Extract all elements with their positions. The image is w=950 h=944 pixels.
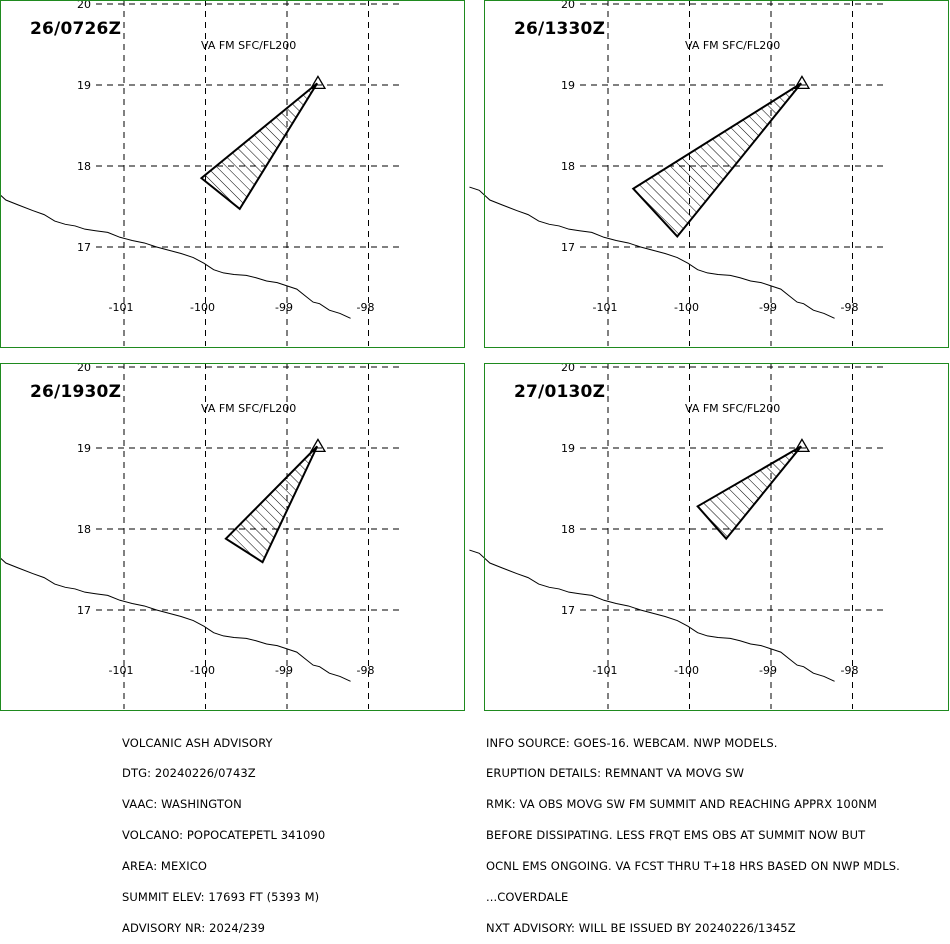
longitude-tick-label: -98: [841, 664, 859, 677]
advisory-line: NXT ADVISORY: WILL BE ISSUED BY 20240226…: [486, 920, 796, 935]
longitude-tick-label: -101: [109, 664, 134, 677]
ash-cloud-polygon: [199, 82, 319, 211]
advisory-line: ADVISORY NR: 2024/239: [122, 920, 266, 935]
map-canvas: -101 -100 -99 -98 20 19 18 17: [0, 361, 404, 709]
coastline: [469, 549, 835, 682]
ash-cloud-polygon: [224, 445, 319, 564]
valid-time-label: 27/0130Z: [514, 382, 606, 402]
longitude-tick-label: -98: [357, 301, 375, 314]
ash-cloud-polygon: [631, 82, 802, 238]
advisory-remarks-block: INFO SOURCE: GOES-16. WEBCAM. NWP MODELS…: [486, 717, 900, 944]
advisory-line: INFO SOURCE: GOES-16. WEBCAM. NWP MODELS…: [486, 735, 778, 750]
advisory-line: OCNL EMS ONGOING. VA FCST THRU T+18 HRS …: [486, 859, 900, 874]
advisory-line: SUMMIT ELEV: 17693 FT (5393 M): [122, 890, 320, 905]
latitude-tick-label: 18: [77, 523, 91, 536]
advisory-line: VOLCANO: POPOCATEPETL 341090: [122, 828, 326, 843]
coastline: [0, 193, 351, 319]
longitude-tick-label: -98: [357, 664, 375, 677]
longitude-tick-label: -100: [190, 301, 215, 314]
latitude-tick-label: 19: [561, 79, 575, 92]
longitude-tick-label: -100: [674, 664, 699, 677]
advisory-header-block: VOLCANIC ASH ADVISORY DTG: 20240226/0743…: [122, 717, 325, 944]
latitude-tick-label: 17: [77, 241, 91, 254]
longitude-tick-label: -99: [759, 664, 777, 677]
latitude-tick-label: 19: [561, 442, 575, 455]
forecast-panel-1: -101 -100 -99 -98 20 19 18 17 26/0726Z VA FM SF…: [0, 0, 465, 348]
advisory-line: RMK: VA OBS MOVG SW FM SUMMIT AND REACHI…: [486, 797, 877, 812]
longitude-tick-label: -100: [190, 664, 215, 677]
volcano-marker-icon: [793, 438, 811, 453]
advisory-line: VAAC: WASHINGTON: [122, 797, 242, 812]
longitude-tick-label: -99: [275, 664, 293, 677]
map-canvas: -101 -100 -99 -98 20 19 18 17: [469, 361, 888, 709]
latitude-tick-label: 20: [77, 0, 91, 11]
ash-cloud-polygon: [696, 445, 802, 541]
latitude-tick-label: 20: [77, 361, 91, 374]
valid-time-label: 26/1930Z: [30, 382, 122, 402]
longitude-tick-label: -99: [759, 301, 777, 314]
map-canvas: -101 -100 -99 -98 20 19 18 17: [0, 0, 404, 346]
flight-level-label: VA FM SFC/FL200: [685, 39, 781, 52]
latitude-tick-label: 19: [77, 442, 91, 455]
latitude-tick-label: 20: [561, 0, 575, 11]
flight-level-label: VA FM SFC/FL200: [201, 402, 297, 415]
latitude-tick-label: 17: [77, 604, 91, 617]
latitude-tick-label: 17: [561, 241, 575, 254]
advisory-line: ...COVERDALE: [486, 890, 569, 905]
latitude-tick-label: 17: [561, 604, 575, 617]
latitude-tick-label: 19: [77, 79, 91, 92]
latitude-tick-label: 18: [561, 523, 575, 536]
flight-level-label: VA FM SFC/FL200: [201, 39, 297, 52]
volcano-marker-icon: [309, 438, 327, 453]
latitude-tick-label: 18: [77, 160, 91, 173]
valid-time-label: 26/0726Z: [30, 19, 122, 39]
advisory-line: VOLCANIC ASH ADVISORY: [122, 735, 273, 750]
longitude-tick-label: -100: [674, 301, 699, 314]
latitude-tick-label: 20: [561, 361, 575, 374]
volcano-marker-icon: [793, 75, 811, 90]
valid-time-label: 26/1330Z: [514, 19, 606, 39]
advisory-line: ERUPTION DETAILS: REMNANT VA MOVG SW: [486, 766, 745, 781]
flight-level-label: VA FM SFC/FL200: [685, 402, 781, 415]
coastline: [0, 556, 351, 682]
forecast-panel-4: -101 -100 -99 -98 20 19 18 17 27/0130Z VA FM SF…: [469, 361, 949, 711]
longitude-tick-label: -99: [275, 301, 293, 314]
coastline: [469, 186, 835, 319]
advisory-line: DTG: 20240226/0743Z: [122, 766, 256, 781]
forecast-panel-2: -101 -100 -99 -98 20 19 18 17 26/1330Z VA FM SF…: [469, 0, 949, 348]
map-canvas: -101 -100 -99 -98 20 19 18 17: [469, 0, 888, 346]
longitude-tick-label: -98: [841, 301, 859, 314]
latitude-tick-label: 18: [561, 160, 575, 173]
advisory-line: AREA: MEXICO: [122, 859, 208, 874]
forecast-panel-3: -101 -100 -99 -98 20 19 18 17 26/1930Z VA FM SF…: [0, 361, 465, 711]
longitude-tick-label: -101: [109, 301, 134, 314]
longitude-tick-label: -101: [593, 664, 618, 677]
volcano-marker-icon: [309, 75, 327, 90]
longitude-tick-label: -101: [593, 301, 618, 314]
advisory-line: BEFORE DISSIPATING. LESS FRQT EMS OBS AT…: [486, 828, 866, 843]
